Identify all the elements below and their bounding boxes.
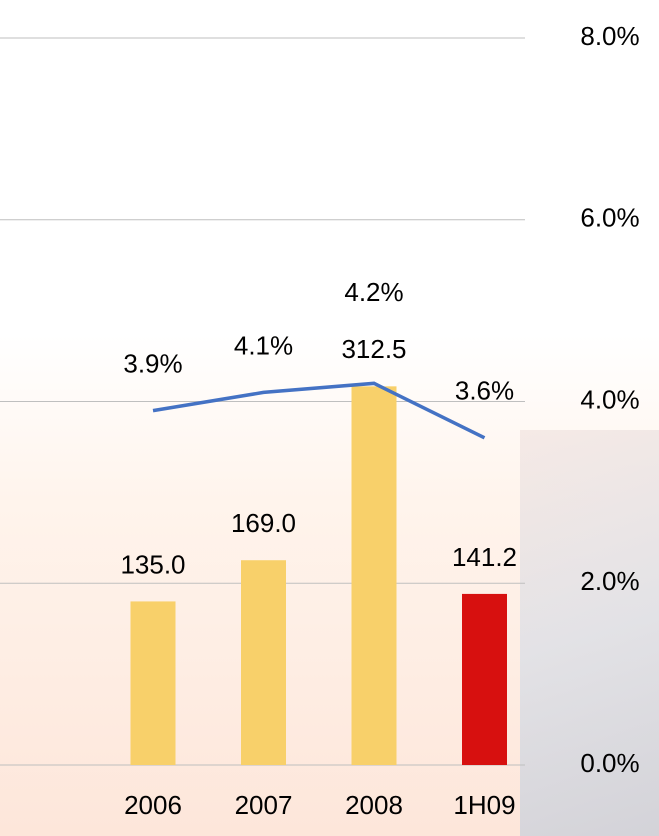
bar-value-label: 141.2 (452, 542, 517, 572)
line-value-label: 3.6% (455, 376, 514, 406)
x-tick-label: 2007 (235, 790, 293, 820)
x-tick-label: 1H09 (453, 790, 515, 820)
y2-tick-label: 0.0% (580, 748, 639, 778)
line (152, 381, 486, 440)
bar (130, 601, 176, 765)
bar-value-label: 135.0 (120, 549, 185, 579)
bar-value-label: 312.5 (341, 334, 406, 364)
line-value-label: 3.9% (123, 348, 182, 378)
y2-tick-label: 6.0% (580, 203, 639, 233)
bar-value-label: 169.0 (231, 508, 296, 538)
y2-tick-label: 4.0% (580, 384, 639, 414)
line-value-label: 4.1% (234, 330, 293, 360)
y2-tick-label: 8.0% (580, 21, 639, 51)
y2-tick-label: 2.0% (580, 566, 639, 596)
line-value-label: 4.2% (344, 277, 403, 307)
background-image (520, 430, 659, 836)
bar (241, 560, 286, 765)
x-tick-label: 2006 (124, 790, 182, 820)
x-tick-label: 2008 (345, 790, 403, 820)
bar (462, 593, 507, 765)
bar (351, 386, 397, 765)
